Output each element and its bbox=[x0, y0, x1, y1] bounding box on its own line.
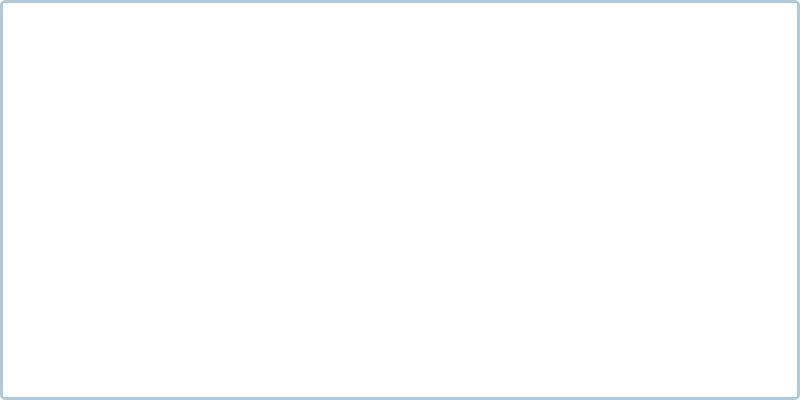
chart-legend bbox=[0, 0, 800, 400]
knmi-climate-chart-page: { "frame": {"border_color": "#b4c9d8"}, … bbox=[0, 0, 800, 400]
